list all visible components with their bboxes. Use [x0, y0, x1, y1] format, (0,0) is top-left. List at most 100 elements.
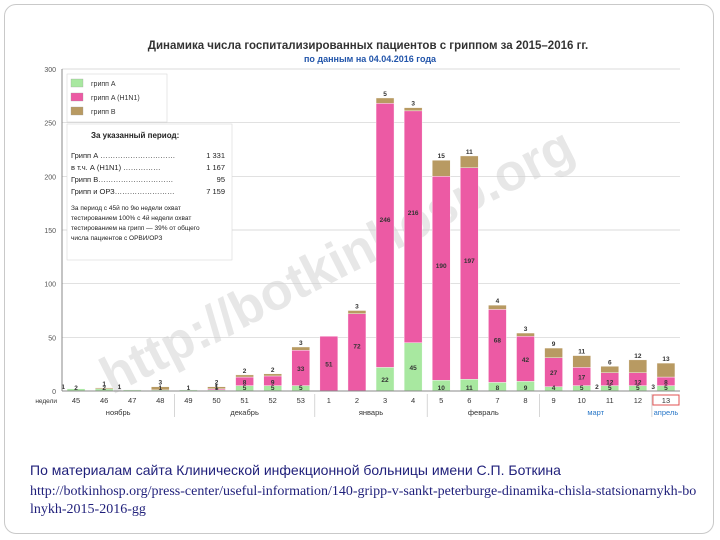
bar-h1n1: [432, 176, 451, 381]
data-label: 246: [380, 217, 391, 224]
legend-label: грипп В: [91, 109, 116, 116]
bar-flu_b: [544, 347, 563, 358]
data-label: 72: [353, 343, 361, 350]
data-label: 4: [496, 298, 500, 305]
data-label: 15: [438, 153, 446, 160]
data-label: 5: [243, 385, 247, 392]
data-label: 2: [215, 380, 219, 387]
summary-note-line: За период с 45й по 9ю недели охват: [71, 204, 181, 212]
caption: По материалам сайта Клинической инфекцио…: [30, 462, 700, 519]
bar-flu_b: [291, 346, 310, 351]
data-label: 5: [636, 385, 640, 392]
y-tick-label: 250: [44, 121, 56, 128]
x-tick-label: 48: [156, 396, 164, 405]
summary-row-label: в т.ч. А (H1N1) ……………: [71, 163, 161, 172]
data-label: 5: [580, 385, 584, 392]
data-label: 2: [595, 384, 599, 391]
summary-note-line: тестированием на грипп — 39% от общего: [71, 224, 200, 232]
summary-row-value: 1 331: [206, 151, 225, 160]
summary-frame: [66, 123, 233, 261]
data-label: 5: [299, 385, 303, 392]
legend-swatch-h1n1: [70, 92, 84, 102]
caption-url: http://botkinhosp.org/press-center/usefu…: [30, 484, 697, 517]
bar-flu_b: [572, 355, 591, 368]
x-tick-label: 11: [606, 396, 614, 405]
bar-flu_b: [488, 304, 507, 310]
summary-note-line: тестированием 100% с 4й недели охват: [71, 214, 191, 222]
bar-h1n1: [347, 313, 367, 392]
data-label: 11: [578, 349, 585, 356]
x-tick-label: 13: [662, 396, 670, 405]
x-tick-label: 45: [72, 396, 80, 405]
x-tick-label: 53: [297, 396, 305, 405]
data-label: 11: [466, 385, 473, 392]
data-label: 3: [159, 380, 163, 387]
bar-flu_b: [375, 97, 395, 104]
data-label: 3: [411, 101, 415, 108]
y-tick-label: 200: [44, 174, 56, 181]
data-label: 10: [438, 385, 446, 392]
x-tick-label: 49: [184, 396, 192, 405]
legend: грипп A грипп A (H1N1) грипп В: [66, 73, 168, 123]
month-label: март: [587, 408, 604, 417]
x-tick-label: 46: [100, 396, 108, 405]
data-label: 42: [522, 357, 530, 364]
x-tick-label: 5: [439, 396, 443, 405]
data-label: 190: [436, 263, 447, 270]
data-label: 68: [494, 337, 502, 344]
y-tick-label: 100: [44, 282, 56, 289]
bar-flu_b: [263, 373, 282, 377]
data-label: 51: [325, 362, 333, 369]
data-label: 1: [159, 385, 163, 392]
data-label: 197: [464, 258, 475, 265]
summary-row-value: 95: [217, 175, 225, 184]
x-tick-label: 6: [467, 396, 471, 405]
month-label: декабрь: [230, 408, 259, 417]
x-tick-label: 8: [523, 396, 527, 405]
bar-flu_b: [347, 310, 367, 314]
data-label: 3: [299, 340, 303, 347]
summary-row-label: Грипп и ОРЗ……………………: [71, 187, 175, 196]
x-tick-label: 7: [495, 396, 499, 405]
data-label: 13: [662, 356, 670, 363]
summary-heading: За указанный период:: [91, 131, 179, 140]
data-label: 3: [524, 326, 528, 333]
x-tick-label: 10: [578, 396, 586, 405]
bar-flu_b: [403, 107, 423, 112]
summary-box: За указанный период: Грипп А ………………………… 1 …: [66, 123, 233, 261]
legend-label: грипп A (H1N1): [91, 95, 140, 102]
data-label: 5: [608, 385, 612, 392]
bar-flu_b: [460, 155, 479, 168]
data-label: 5: [383, 91, 387, 98]
data-label: 1: [187, 385, 191, 392]
bar-h1n1: [460, 167, 479, 380]
x-tick-label: 3: [383, 396, 387, 405]
bar-flu_b: [94, 387, 114, 390]
chart-title: Динамика числа госпитализированных пацие…: [148, 40, 588, 52]
x-tick-label: 1: [327, 396, 331, 405]
data-label: 2: [74, 385, 78, 392]
legend-frame: [66, 73, 168, 123]
bar-flu_b: [656, 362, 676, 378]
legend-swatch-flu_a: [70, 78, 84, 88]
x-axis-prefix: недели: [35, 398, 57, 405]
data-label: 2: [102, 385, 106, 392]
bar-h1n1: [488, 309, 507, 383]
data-label: 9: [524, 385, 528, 392]
bar-flu_b: [432, 160, 451, 177]
summary-row-label: Грипп В…………………………: [71, 175, 173, 184]
data-label: 1: [215, 384, 219, 391]
x-tick-label: 50: [212, 396, 220, 405]
data-label: 8: [243, 380, 247, 387]
x-tick-label: 2: [355, 396, 359, 405]
data-label: 45: [410, 365, 418, 372]
bar-flu_b: [235, 374, 254, 378]
summary-row-value: 7 159: [206, 187, 225, 196]
legend-swatch-flu_b: [70, 106, 84, 116]
data-label: 2: [243, 368, 247, 375]
bar-flu_b: [151, 386, 170, 391]
data-label: 8: [496, 385, 500, 392]
month-label: ноябрь: [106, 408, 131, 417]
